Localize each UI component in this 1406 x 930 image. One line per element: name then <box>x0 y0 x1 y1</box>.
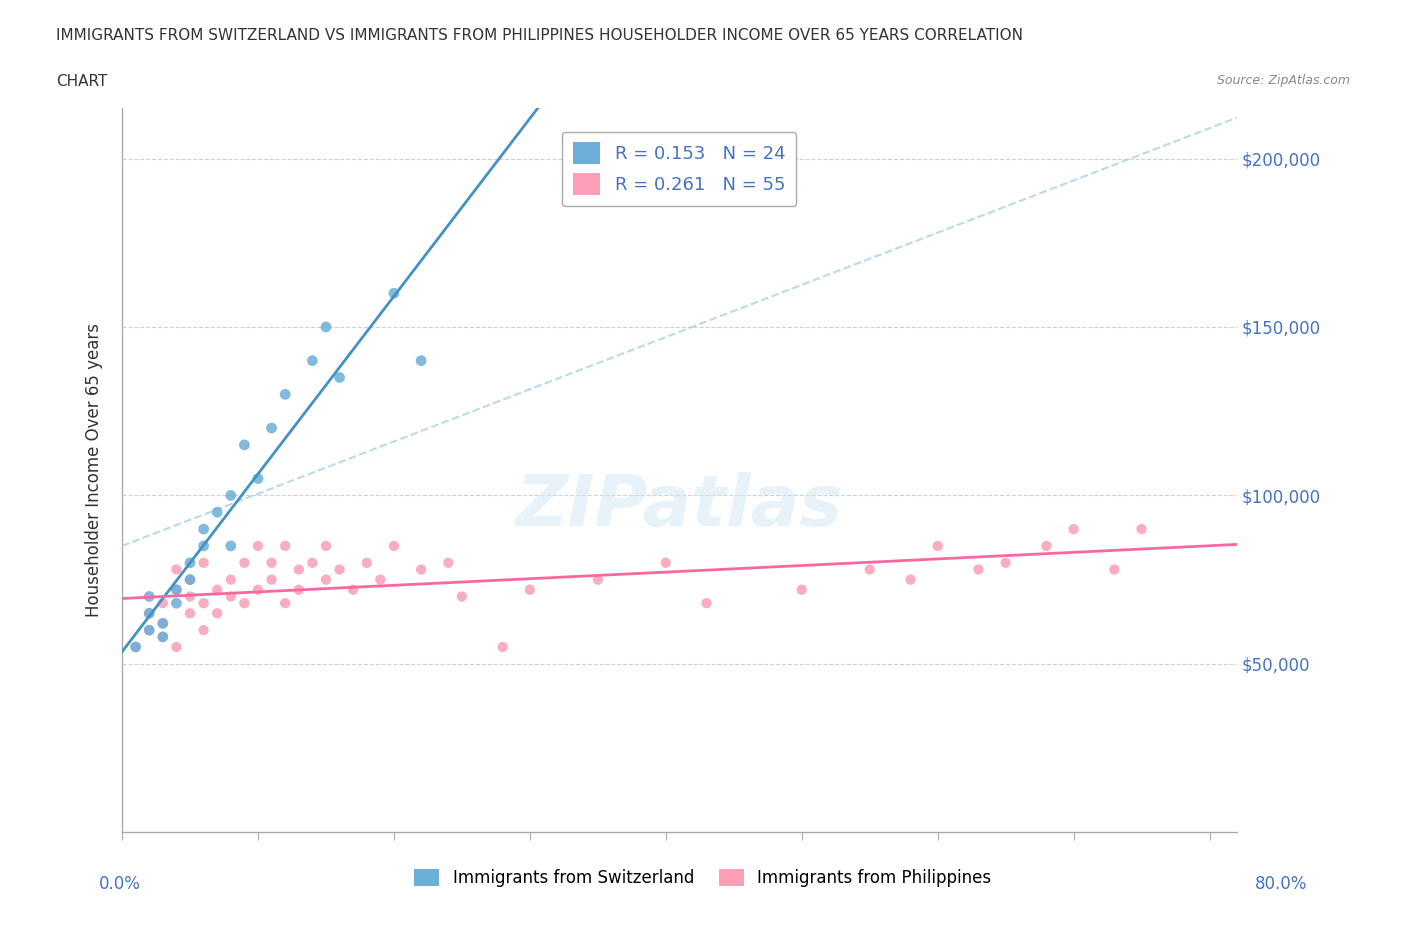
Point <box>165 582 187 597</box>
Point <box>193 596 215 611</box>
Point <box>260 555 283 570</box>
Text: Source: ZipAtlas.com: Source: ZipAtlas.com <box>1216 74 1350 87</box>
Point <box>1063 522 1085 537</box>
Legend: R = 0.153   N = 24, R = 0.261   N = 55: R = 0.153 N = 24, R = 0.261 N = 55 <box>562 131 796 206</box>
Point <box>1035 538 1057 553</box>
Point <box>328 370 350 385</box>
Point <box>260 572 283 587</box>
Legend: Immigrants from Switzerland, Immigrants from Philippines: Immigrants from Switzerland, Immigrants … <box>408 862 998 894</box>
Point <box>179 555 201 570</box>
Point <box>342 582 364 597</box>
Point <box>274 596 297 611</box>
Point <box>165 596 187 611</box>
Point <box>138 605 160 620</box>
Point <box>967 562 990 577</box>
Text: 0.0%: 0.0% <box>98 874 141 893</box>
Point <box>315 538 337 553</box>
Point <box>519 582 541 597</box>
Point <box>193 623 215 638</box>
Point <box>193 522 215 537</box>
Point <box>492 640 515 655</box>
Point <box>219 488 242 503</box>
Point <box>205 505 228 520</box>
Point <box>274 538 297 553</box>
Y-axis label: Householder Income Over 65 years: Householder Income Over 65 years <box>86 323 103 618</box>
Point <box>152 596 174 611</box>
Point <box>165 582 187 597</box>
Point <box>1130 522 1153 537</box>
Point <box>179 572 201 587</box>
Point <box>586 572 609 587</box>
Point <box>233 437 256 452</box>
Point <box>205 582 228 597</box>
Point <box>859 562 882 577</box>
Point <box>370 572 392 587</box>
Point <box>411 353 433 368</box>
Point <box>233 596 256 611</box>
Point <box>655 555 678 570</box>
Point <box>437 555 460 570</box>
Point <box>328 562 350 577</box>
Text: IMMIGRANTS FROM SWITZERLAND VS IMMIGRANTS FROM PHILIPPINES HOUSEHOLDER INCOME OV: IMMIGRANTS FROM SWITZERLAND VS IMMIGRANT… <box>56 28 1024 43</box>
Point <box>193 538 215 553</box>
Point <box>193 555 215 570</box>
Point <box>179 605 201 620</box>
Point <box>138 623 160 638</box>
Point <box>124 640 146 655</box>
Point <box>179 572 201 587</box>
Point <box>179 589 201 604</box>
Point <box>411 562 433 577</box>
Point <box>246 472 269 486</box>
Point <box>124 640 146 655</box>
Point <box>301 353 323 368</box>
Text: CHART: CHART <box>56 74 108 89</box>
Point <box>287 582 309 597</box>
Point <box>246 538 269 553</box>
Point <box>152 630 174 644</box>
Point <box>382 286 405 300</box>
Point <box>315 572 337 587</box>
Point <box>205 605 228 620</box>
Point <box>301 555 323 570</box>
Point <box>138 589 160 604</box>
Point <box>165 640 187 655</box>
Point <box>696 596 718 611</box>
Point <box>219 589 242 604</box>
Point <box>382 538 405 553</box>
Point <box>219 538 242 553</box>
Point <box>994 555 1017 570</box>
Point <box>356 555 378 570</box>
Point <box>152 616 174 631</box>
Point <box>274 387 297 402</box>
Point <box>287 562 309 577</box>
Point <box>165 562 187 577</box>
Point <box>900 572 922 587</box>
Point <box>790 582 813 597</box>
Text: ZIPatlas: ZIPatlas <box>516 472 844 541</box>
Point <box>138 623 160 638</box>
Point <box>152 630 174 644</box>
Point <box>1104 562 1126 577</box>
Point <box>451 589 474 604</box>
Point <box>219 572 242 587</box>
Point <box>246 582 269 597</box>
Point <box>927 538 949 553</box>
Text: 80.0%: 80.0% <box>1256 874 1308 893</box>
Point <box>152 616 174 631</box>
Point <box>138 605 160 620</box>
Point <box>315 320 337 335</box>
Point <box>233 555 256 570</box>
Point <box>260 420 283 435</box>
